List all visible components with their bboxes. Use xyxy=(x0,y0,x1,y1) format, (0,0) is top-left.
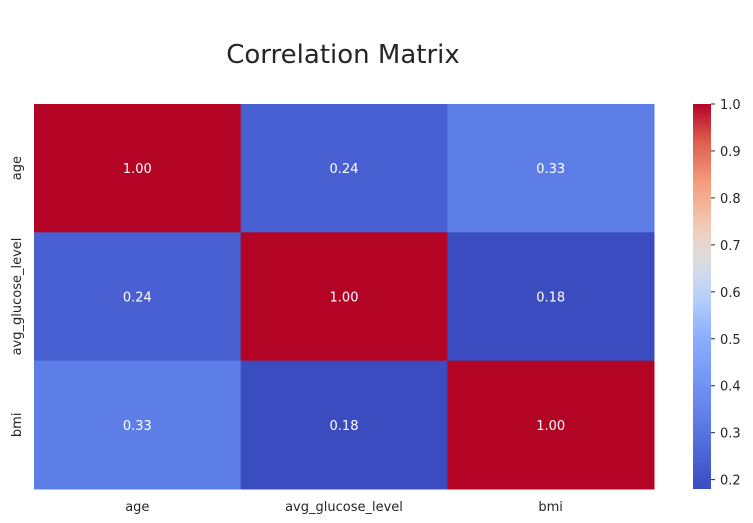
heatmap-cell-avg_glucose_level-bmi xyxy=(447,232,655,362)
cell-value-label: 0.24 xyxy=(330,162,359,177)
chart-title: Correlation Matrix xyxy=(226,40,460,70)
cell-value-label: 0.33 xyxy=(123,419,152,434)
cell-value-label: 1.00 xyxy=(330,291,359,306)
cell-value-label: 1.00 xyxy=(123,162,152,177)
heatmap-cell-avg_glucose_level-avg_glucose_level xyxy=(240,232,448,362)
cell-value-label: 0.24 xyxy=(123,291,152,306)
colorbar-tick-label: 0.2 xyxy=(720,474,741,489)
colorbar-tick-label: 0.6 xyxy=(720,286,741,301)
y-tick-label: age xyxy=(10,156,25,180)
colorbar-tick-label: 0.9 xyxy=(720,145,741,160)
colorbar-tick-label: 0.5 xyxy=(720,333,741,348)
cell-value-label: 0.33 xyxy=(536,162,565,177)
heatmap-cell-age-avg_glucose_level xyxy=(240,104,448,233)
heatmap-annotations: 1.00 0.24 0.33 0.24 1.00 0.18 0.33 0.18 1.00 xyxy=(123,162,565,434)
heatmap-cell-age-age xyxy=(34,104,242,233)
colorbar-gradient xyxy=(693,104,711,489)
colorbar-tick-label: 0.4 xyxy=(720,380,741,395)
colorbar-tick-label: 1.0 xyxy=(720,98,741,113)
colorbar-tick-label: 0.7 xyxy=(720,239,741,254)
heatmap-grid xyxy=(34,104,655,490)
colorbar-tick-label: 0.8 xyxy=(720,192,741,207)
x-tick-label: avg_glucose_level xyxy=(285,500,403,515)
heatmap-cell-bmi-avg_glucose_level xyxy=(240,360,448,490)
heatmap-cell-bmi-age xyxy=(34,360,242,490)
heatmap-cell-avg_glucose_level-age xyxy=(34,232,242,362)
heatmap-cell-bmi-bmi xyxy=(447,360,655,490)
colorbar: 0.2 0.3 0.4 0.5 0.6 0.7 0.8 0.9 1.0 xyxy=(693,98,741,489)
colorbar-tick-label: 0.3 xyxy=(720,427,741,442)
cell-value-label: 1.00 xyxy=(536,419,565,434)
x-tick-label: age xyxy=(125,500,149,515)
heatmap-cell-age-bmi xyxy=(447,104,655,233)
cell-value-label: 0.18 xyxy=(330,419,359,434)
colorbar-ticks: 0.2 0.3 0.4 0.5 0.6 0.7 0.8 0.9 1.0 xyxy=(711,98,741,489)
cell-value-label: 0.18 xyxy=(536,291,565,306)
x-tick-label: bmi xyxy=(538,500,563,515)
y-tick-label: bmi xyxy=(10,413,25,438)
y-tick-label: avg_glucose_level xyxy=(10,238,25,356)
x-axis: age avg_glucose_level bmi xyxy=(125,500,563,515)
